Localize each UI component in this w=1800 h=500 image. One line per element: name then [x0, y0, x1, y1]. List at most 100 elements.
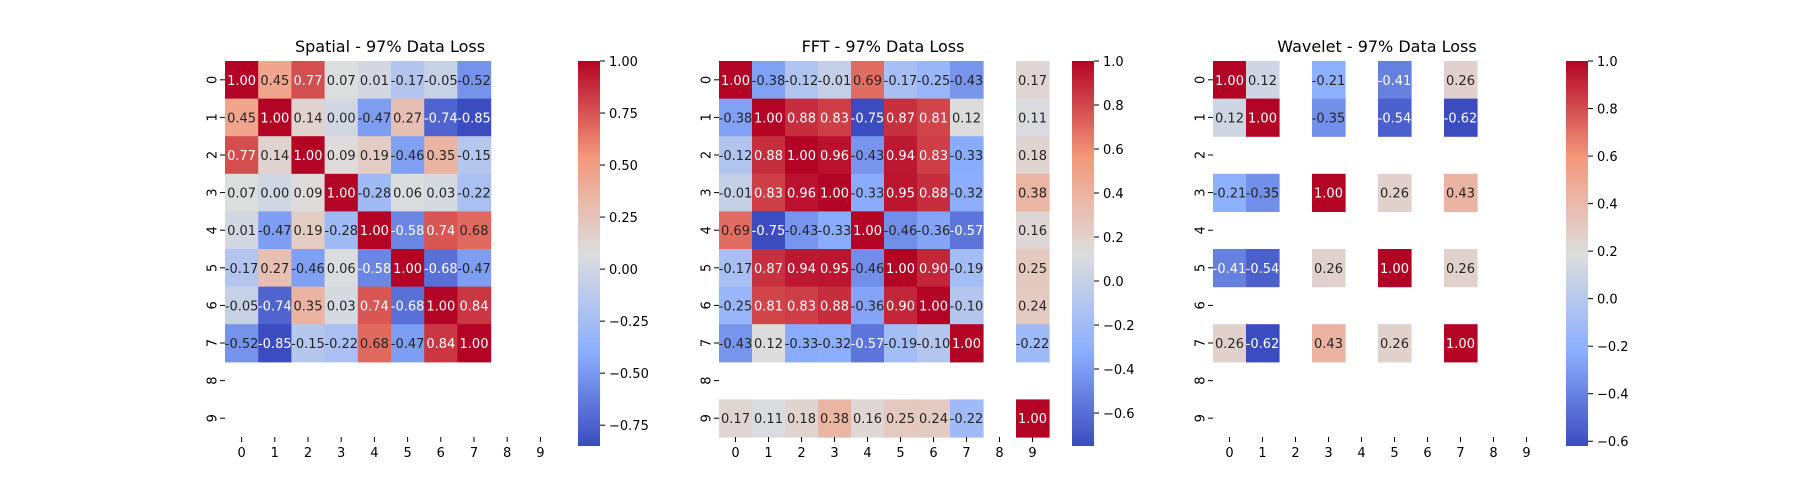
heatmap-cell: [950, 249, 984, 288]
cell-value-label: 1.00: [393, 262, 422, 277]
heatmap-cell: [950, 399, 984, 438]
cell-value-label: -0.52: [457, 74, 491, 89]
cell-value-label: 0.12: [1248, 74, 1277, 89]
heatmap-cell: [357, 173, 392, 212]
cell-value-label: 0.27: [260, 262, 289, 277]
heatmap-cell: [357, 136, 392, 175]
colorbar-tick-label: −0.25: [609, 315, 649, 330]
cell-value-label: -0.33: [818, 224, 852, 239]
heatmap-cell: [818, 173, 852, 212]
heatmap-cell: [324, 324, 359, 363]
heatmap-cell: [818, 136, 852, 175]
x-tick-label: 1: [764, 446, 772, 461]
cell-value-label: 0.94: [886, 149, 915, 164]
heatmap-cell: [258, 324, 292, 363]
cell-value-label: -0.33: [950, 149, 984, 164]
heatmap-cell: [1444, 173, 1478, 212]
cell-value-label: 1.00: [721, 74, 750, 89]
heatmap-cell: [719, 286, 753, 325]
colorbar: [1566, 61, 1588, 446]
heatmap-cell: [1213, 98, 1247, 137]
cell-value-label: 1.00: [1380, 262, 1409, 277]
colorbar-tick-label: 0.4: [1103, 187, 1124, 202]
heatmap-cell: [391, 211, 425, 250]
colorbar-tick-label: −0.4: [1103, 363, 1135, 378]
x-tick-label: 7: [1456, 446, 1464, 461]
heatmap-cell: [884, 286, 918, 325]
cell-value-label: -0.47: [358, 111, 392, 126]
heatmap-cell: [851, 61, 885, 100]
cell-value-label: 0.00: [327, 111, 356, 126]
heatmap-cell: [225, 249, 259, 288]
cell-value-label: -0.17: [225, 262, 259, 277]
cell-value-label: 0.83: [820, 111, 849, 126]
heatmap-cell: [457, 136, 492, 175]
cell-value-label: -0.35: [1246, 187, 1280, 202]
cell-value-label: -0.85: [457, 111, 491, 126]
heatmap-cell: [1378, 249, 1412, 288]
cell-value-label: -0.54: [1378, 111, 1412, 126]
heatmap-cell: [291, 173, 326, 212]
cell-value-label: -0.75: [851, 111, 885, 126]
heatmap-cell: [1213, 173, 1247, 212]
cell-value-label: 0.83: [919, 149, 948, 164]
cell-value-label: 0.84: [460, 299, 489, 314]
cell-value-label: 0.03: [426, 187, 455, 202]
heatmap-cell: [917, 286, 951, 325]
y-tick-label: 6: [700, 301, 715, 309]
cell-value-label: 0.88: [820, 299, 849, 314]
cell-value-label: -0.15: [457, 149, 491, 164]
heatmap-cell: [291, 136, 326, 175]
heatmap-cell: [324, 249, 359, 288]
x-tick-label: 8: [503, 446, 511, 461]
x-tick-label: 9: [1028, 446, 1036, 461]
heatmap-cell: [1016, 136, 1050, 175]
heatmap-cell: [225, 211, 259, 250]
heatmap-cell: [719, 324, 753, 363]
colorbar-tick-label: 0.8: [1597, 103, 1618, 118]
cell-value-label: 0.24: [1018, 299, 1047, 314]
heatmap-cell: [752, 324, 786, 363]
heatmap-cell: [424, 61, 458, 100]
cell-value-label: -0.22: [950, 412, 984, 427]
y-tick-label: 4: [700, 226, 715, 234]
heatmap-cell: [1378, 173, 1412, 212]
x-tick-label: 5: [1390, 446, 1398, 461]
heatmap-cell: [884, 136, 918, 175]
cell-value-label: 0.45: [227, 111, 256, 126]
cell-value-label: -0.17: [391, 74, 425, 89]
cell-value-label: -0.74: [424, 111, 458, 126]
heatmap-cell: [424, 249, 458, 288]
heatmap-cell: [1016, 173, 1050, 212]
cell-value-label: -0.43: [785, 224, 819, 239]
cell-value-label: 0.87: [754, 262, 783, 277]
cell-value-label: 0.18: [787, 412, 816, 427]
cell-value-label: -0.46: [291, 262, 325, 277]
heatmap-cell: [851, 98, 885, 137]
cell-value-label: 0.69: [853, 74, 882, 89]
cell-value-label: 0.11: [754, 412, 783, 427]
cell-value-label: 0.24: [919, 412, 948, 427]
cell-value-label: 0.74: [426, 224, 455, 239]
heatmap-cell: [818, 98, 852, 137]
heatmap-cell: [1213, 61, 1247, 100]
heatmap-cell: [785, 61, 819, 100]
heatmap-cell: [1312, 173, 1346, 212]
heatmap-cell: [258, 98, 292, 137]
heatmap-cell: [785, 249, 819, 288]
heatmap-cell: [324, 61, 359, 100]
y-tick-label: 9: [1194, 414, 1209, 422]
cell-value-label: -0.22: [457, 187, 491, 202]
cell-value-label: 1.00: [919, 299, 948, 314]
cell-value-label: -0.21: [1213, 187, 1247, 202]
y-tick-label: 7: [206, 339, 221, 347]
heatmap-cell: [851, 249, 885, 288]
colorbar-tick-label: 1.0: [1597, 55, 1618, 70]
cell-value-label: 0.17: [721, 412, 750, 427]
heatmap-cell: [424, 324, 458, 363]
heatmap-cell: [1312, 324, 1346, 363]
cell-value-label: -0.35: [1312, 111, 1346, 126]
x-tick-label: 9: [1522, 446, 1530, 461]
heatmap-cell: [324, 173, 359, 212]
